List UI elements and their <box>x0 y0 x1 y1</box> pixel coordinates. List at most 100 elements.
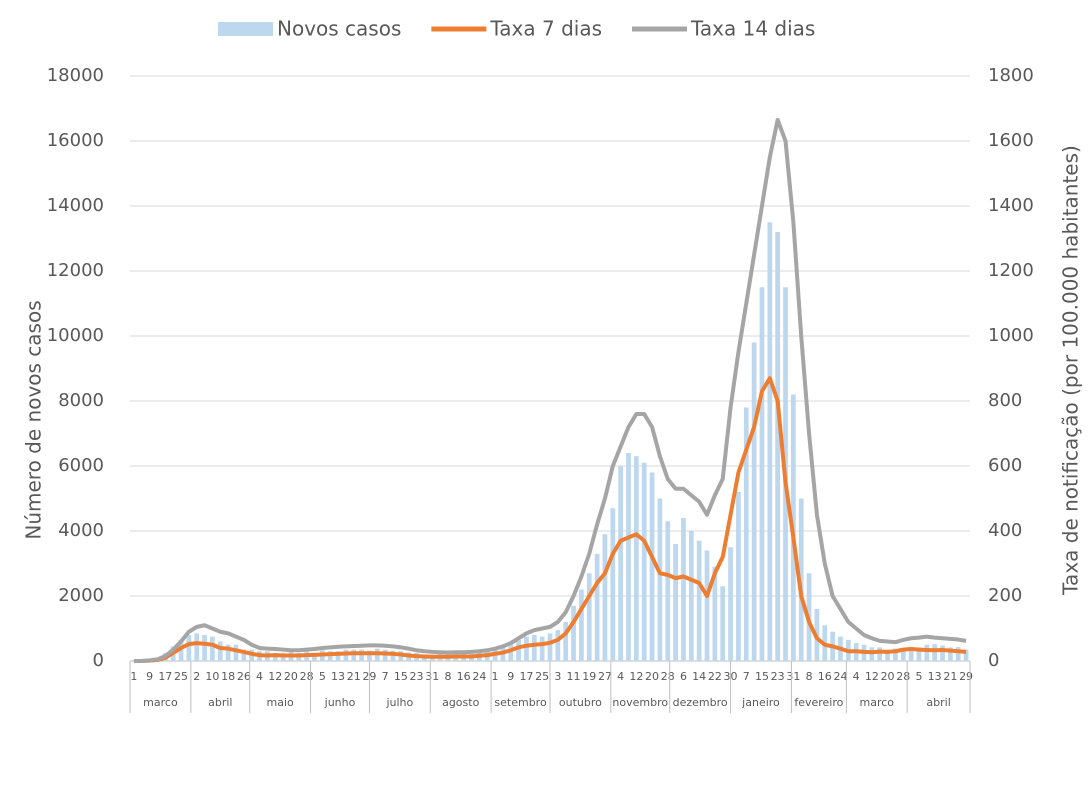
x-tick-label: 31 <box>786 670 800 683</box>
x-tick-label: 1 <box>492 670 499 683</box>
x-tick-label: 25 <box>535 670 549 683</box>
x-tick-label: 6 <box>680 670 687 683</box>
bar <box>186 635 192 661</box>
x-tick-label: 12 <box>629 670 643 683</box>
x-tick-label: 23 <box>771 670 785 683</box>
bar <box>775 232 781 661</box>
bar <box>877 647 883 661</box>
x-tick-label: 11 <box>567 670 581 683</box>
x-tick-label: 1 <box>130 670 137 683</box>
y2-tick-label: 600 <box>988 455 1022 476</box>
y2-tick-label: 0 <box>988 650 999 671</box>
line-series <box>133 117 967 663</box>
x-tick-label: 28 <box>661 670 675 683</box>
bar <box>594 553 600 661</box>
x-tick-label: 17 <box>158 670 172 683</box>
y-tick-label: 4000 <box>58 520 104 541</box>
bar <box>626 453 631 661</box>
y-tick-label: 8000 <box>58 390 104 411</box>
y2-tick-label: 1000 <box>988 325 1034 346</box>
y-tick-label: 18000 <box>47 65 104 86</box>
bar <box>720 586 726 661</box>
bar <box>963 649 969 661</box>
bar <box>712 566 718 661</box>
legend-label: Taxa 14 dias <box>690 17 815 41</box>
bar <box>547 633 553 661</box>
x-tick-label: 3 <box>554 670 561 683</box>
y-tick-label: 6000 <box>58 455 104 476</box>
month-label: julho <box>385 696 413 709</box>
bar <box>210 636 215 661</box>
x-tick-label: 18 <box>221 670 235 683</box>
bar <box>681 518 686 661</box>
y-tick-label: 2000 <box>58 585 104 606</box>
bar <box>602 534 608 661</box>
x-tick-label: 26 <box>237 670 251 683</box>
x-tick-label: 12 <box>865 670 879 683</box>
y2-tick-label: 800 <box>988 390 1022 411</box>
bar <box>516 639 521 661</box>
x-tick-label: 21 <box>347 670 361 683</box>
month-label: abril <box>208 696 232 709</box>
bar <box>586 573 592 661</box>
x-tick-label: 29 <box>959 670 973 683</box>
x-tick-label: 28 <box>896 670 910 683</box>
bar <box>751 342 757 661</box>
bar <box>539 636 545 661</box>
x-tick-label: 15 <box>755 670 769 683</box>
month-label: novembro <box>612 696 668 709</box>
x-tick-label: 16 <box>818 670 832 683</box>
month-label: dezembro <box>673 696 728 709</box>
bar <box>932 644 938 661</box>
x-tick-label: 16 <box>457 670 471 683</box>
y2-tick-label: 1200 <box>988 260 1034 281</box>
x-tick-label: 4 <box>853 670 860 683</box>
y-tick-label: 10000 <box>47 325 104 346</box>
x-tick-label: 19 <box>582 670 596 683</box>
bar <box>351 649 357 661</box>
bar <box>634 456 639 661</box>
bar <box>885 649 890 661</box>
bar <box>696 540 702 661</box>
y2-tick-label: 400 <box>988 520 1022 541</box>
x-tick-label: 5 <box>915 670 922 683</box>
bar <box>202 635 207 661</box>
x-tick-label: 7 <box>743 670 750 683</box>
bar <box>955 647 961 661</box>
legend-label: Taxa 7 dias <box>489 17 602 41</box>
bar <box>610 508 616 661</box>
month-label: abril <box>926 696 950 709</box>
month-label: fevereiro <box>794 696 843 709</box>
bar <box>916 647 922 661</box>
bar <box>571 605 576 661</box>
x-tick-label: 22 <box>708 670 722 683</box>
y-axis-label: Número de novos casos <box>22 300 46 539</box>
bar <box>798 498 804 661</box>
month-label: marco <box>143 696 178 709</box>
x-tick-label: 27 <box>598 670 612 683</box>
bar <box>704 550 710 661</box>
bar <box>579 589 584 661</box>
bar <box>217 641 223 661</box>
x-tick-label: 13 <box>331 670 345 683</box>
month-label: maio <box>267 696 295 709</box>
x-tick-label: 4 <box>617 670 624 683</box>
month-label: outubro <box>559 696 602 709</box>
bar <box>555 630 561 661</box>
x-tick-label: 20 <box>881 670 895 683</box>
month-label: marco <box>860 696 895 709</box>
x-tick-label: 7 <box>382 670 389 683</box>
bar <box>531 635 537 661</box>
bar <box>893 648 898 661</box>
bar <box>178 639 184 661</box>
bar <box>908 649 914 661</box>
x-tick-label: 12 <box>268 670 282 683</box>
legend-label: Novos casos <box>277 17 401 41</box>
y2-tick-label: 200 <box>988 585 1022 606</box>
bar <box>759 287 765 661</box>
bar <box>335 651 341 661</box>
x-tick-label: 20 <box>645 670 659 683</box>
x-tick-label: 31 <box>425 670 439 683</box>
line-series <box>133 376 967 663</box>
bar <box>657 498 663 661</box>
